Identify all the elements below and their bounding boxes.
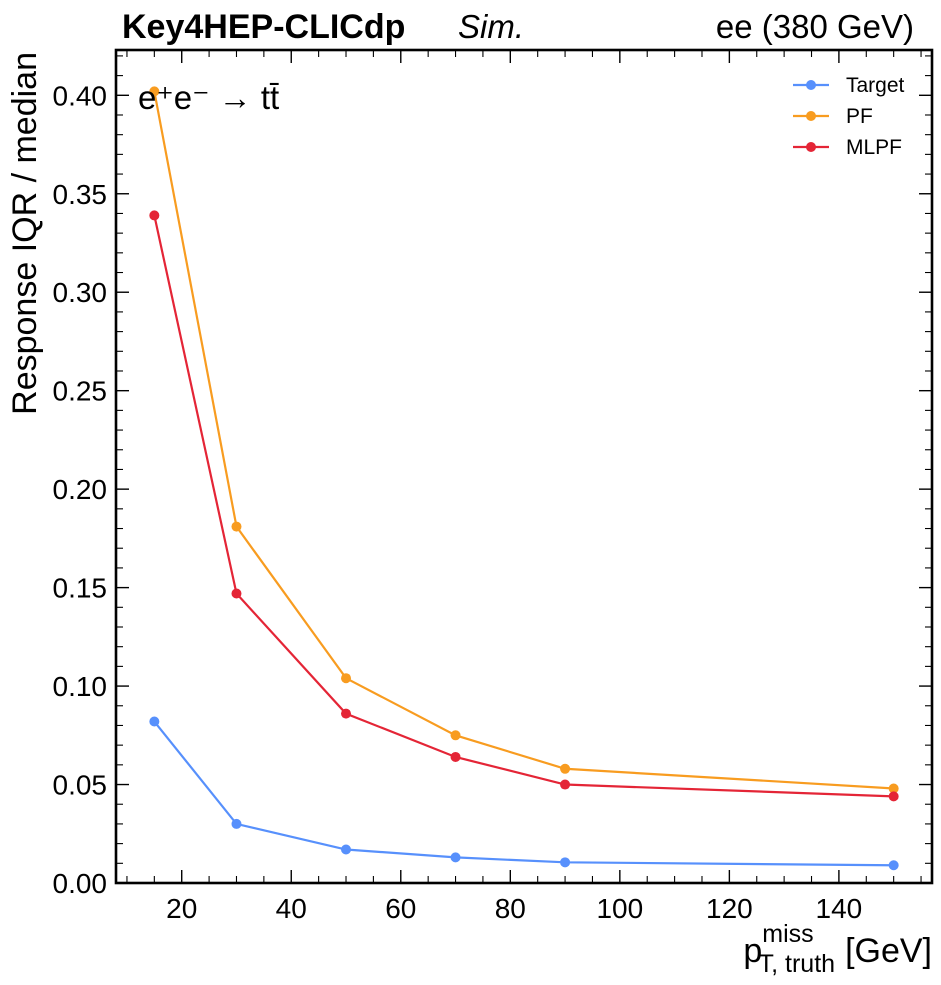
data-point-target	[149, 716, 160, 727]
x-tick-label: 140	[816, 893, 863, 924]
data-point-pf	[450, 730, 461, 741]
data-point-target	[560, 857, 571, 868]
data-point-target	[341, 844, 352, 855]
x-tick-label: 40	[276, 893, 307, 924]
energy-label: ee (380 GeV)	[716, 8, 914, 45]
x-tick-label: 20	[166, 893, 197, 924]
data-point-pf	[341, 673, 352, 684]
y-tick-label: 0.00	[53, 868, 108, 899]
x-axis-title-symbol: p	[743, 932, 762, 970]
y-tick-label: 0.35	[53, 179, 108, 210]
x-tick-label: 60	[385, 893, 416, 924]
data-point-mlpf	[560, 779, 571, 790]
data-point-pf	[560, 763, 571, 774]
y-tick-label: 0.10	[53, 671, 108, 702]
series-line-mlpf	[153, 215, 894, 798]
data-point-target	[450, 852, 461, 863]
x-tick-label: 120	[706, 893, 753, 924]
process-label: e⁺e⁻ → tt̄	[138, 79, 279, 116]
data-point-pf	[231, 521, 242, 532]
y-tick-label: 0.25	[53, 376, 108, 407]
y-tick-label: 0.30	[53, 277, 108, 308]
data-point-mlpf	[341, 708, 352, 719]
data-point-mlpf	[888, 791, 899, 802]
y-tick-label: 0.20	[53, 474, 108, 505]
experiment-label: Key4HEP-CLICdp	[122, 8, 405, 46]
legend-label-target: Target	[846, 74, 905, 97]
plot-frame	[114, 48, 934, 885]
series-line-target	[153, 720, 894, 867]
x-axis-title-subscript: T, truth	[759, 950, 835, 978]
data-point-target	[888, 860, 899, 871]
legend-marker-pf	[806, 111, 816, 121]
x-axis-title-unit: [GeV]	[845, 932, 932, 970]
x-tick-label: 80	[495, 893, 526, 924]
axis-ticks: 20 40 60 80 100 120 140 0.00 0.05 0.10 0.15 0.20 0.2…	[53, 50, 932, 924]
y-tick-label: 0.15	[53, 573, 108, 604]
data-point-target	[231, 818, 242, 829]
legend-label-pf: PF	[846, 105, 873, 128]
x-tick-label: 100	[596, 893, 643, 924]
legend-marker-mlpf	[806, 142, 816, 152]
data-point-mlpf	[231, 588, 242, 599]
y-axis-title: Response IQR / median	[6, 52, 44, 415]
data-point-pf	[888, 783, 899, 794]
legend-marker-target	[806, 80, 816, 90]
data-point-mlpf	[149, 210, 160, 221]
y-tick-label: 0.05	[53, 770, 108, 801]
legend-label-mlpf: MLPF	[846, 136, 902, 159]
legend: Target PF MLPF	[793, 74, 905, 159]
data-point-mlpf	[450, 751, 461, 762]
data-point-pf	[149, 86, 160, 97]
x-axis-title: pmiss T, truth [GeV]	[743, 920, 932, 978]
x-axis-title-superscript: miss	[762, 920, 813, 948]
status-label: Sim.	[458, 8, 524, 45]
series-line-pf	[153, 91, 894, 790]
series-layer	[149, 86, 899, 871]
y-tick-label: 0.40	[53, 80, 108, 111]
